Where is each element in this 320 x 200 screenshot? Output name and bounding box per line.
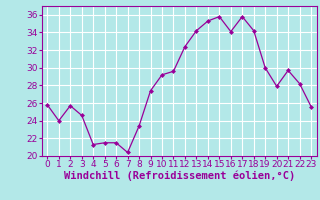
X-axis label: Windchill (Refroidissement éolien,°C): Windchill (Refroidissement éolien,°C) — [64, 171, 295, 181]
